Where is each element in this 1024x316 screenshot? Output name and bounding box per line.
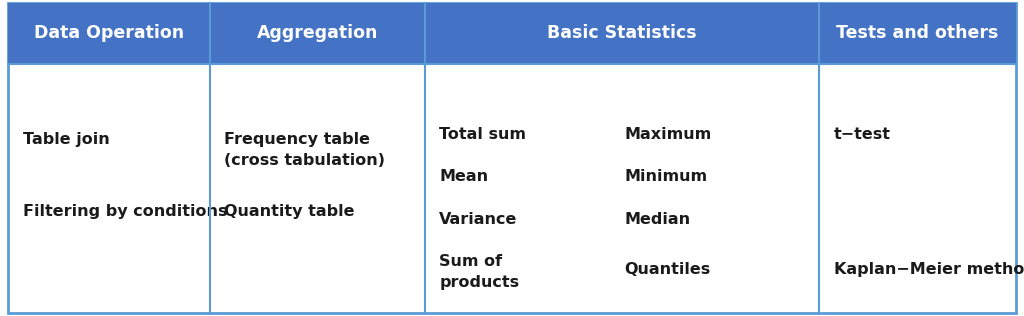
Text: Table join: Table join (23, 132, 110, 147)
Text: Quantity table: Quantity table (224, 204, 354, 219)
Text: Kaplan−Meier method: Kaplan−Meier method (834, 262, 1024, 277)
Text: Data Operation: Data Operation (34, 24, 184, 42)
Text: Maximum: Maximum (625, 127, 712, 142)
Text: Median: Median (625, 211, 691, 227)
Text: Frequency table
(cross tabulation): Frequency table (cross tabulation) (224, 132, 385, 168)
Text: Total sum: Total sum (439, 127, 526, 142)
Text: Sum of
products: Sum of products (439, 254, 519, 290)
Text: Filtering by conditions: Filtering by conditions (23, 204, 227, 219)
Text: Basic Statistics: Basic Statistics (547, 24, 697, 42)
Text: Mean: Mean (439, 169, 488, 184)
Text: Minimum: Minimum (625, 169, 708, 184)
Text: Quantiles: Quantiles (625, 262, 711, 277)
Text: t−test: t−test (834, 127, 891, 142)
Text: Tests and others: Tests and others (837, 24, 998, 42)
Text: Variance: Variance (439, 211, 518, 227)
Bar (8, 3, 1016, 64)
Text: Aggregation: Aggregation (257, 24, 378, 42)
